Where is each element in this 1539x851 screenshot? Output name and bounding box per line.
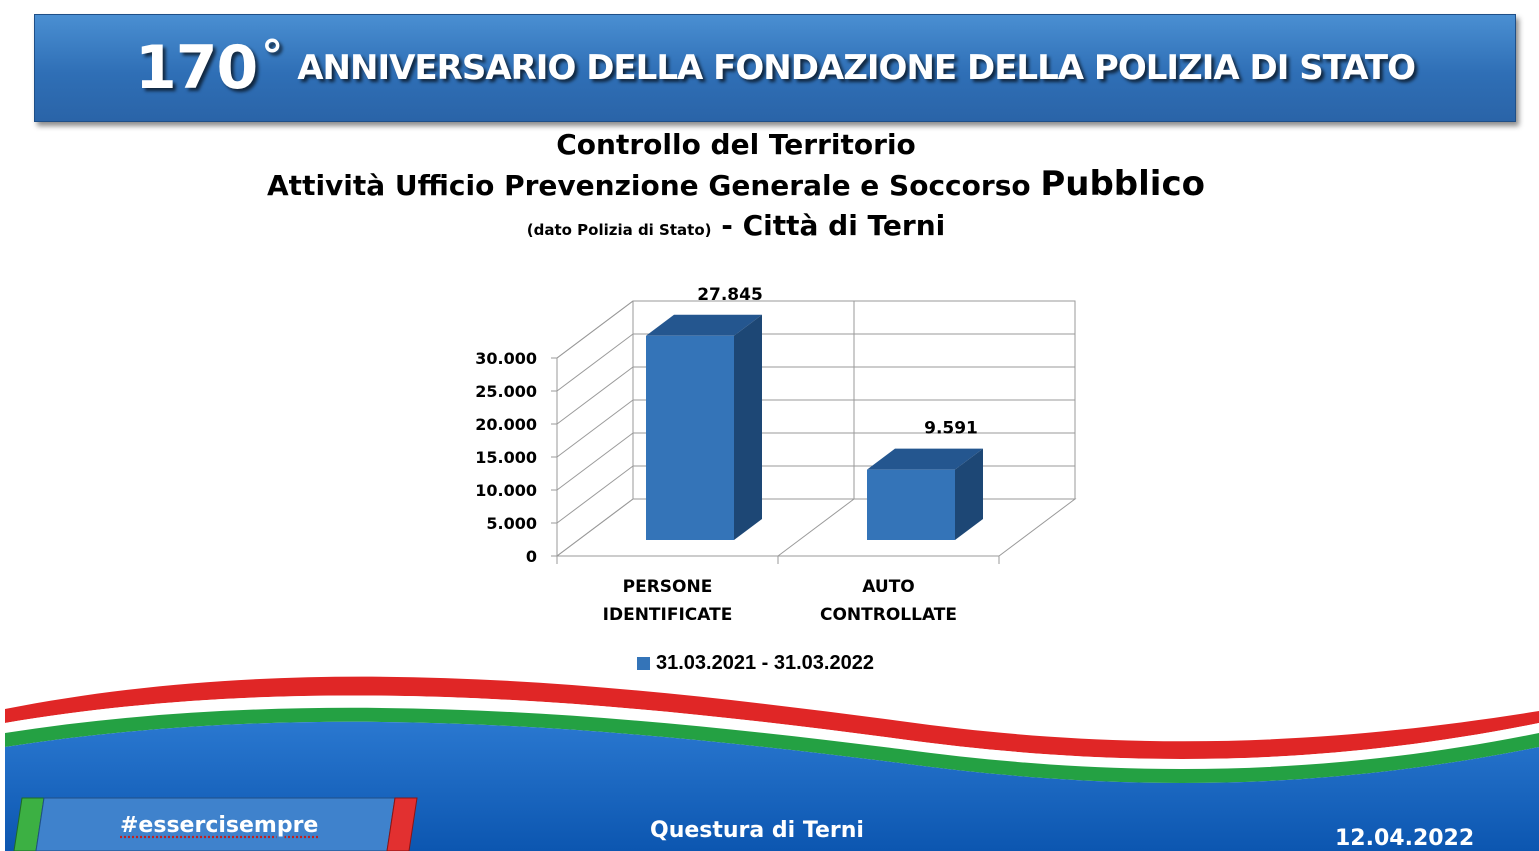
plate-blue: [35, 797, 396, 851]
floor-divider: [777, 498, 855, 557]
y-tick-label: 0: [526, 547, 537, 566]
y-tick-label: 5.000: [486, 514, 537, 533]
chart-legend: 31.03.2021 - 31.03.2022: [637, 652, 874, 675]
bar-front: [867, 469, 955, 540]
side-gridline: [556, 333, 634, 392]
bar-top: [646, 314, 762, 336]
side-gridline: [556, 465, 634, 524]
wave-green-stripe: [5, 707, 1539, 784]
chart-floor: [555, 498, 1077, 557]
bar-top: [867, 448, 983, 470]
wave-red-stripe: [5, 676, 1539, 760]
side-gridline: [556, 432, 634, 491]
plate-green-edge: [13, 797, 45, 851]
category-label: AUTO: [862, 577, 915, 597]
footer-wave: [5, 676, 1539, 851]
data-label: 27.845: [697, 285, 763, 305]
header-banner: 170 ° ANNIVERSARIO DELLA FONDAZIONE DELL…: [34, 14, 1516, 122]
wave-white-stripe: [5, 695, 1539, 770]
y-tick-label: 20.000: [475, 415, 537, 434]
heading-line-1: Controllo del Territorio: [556, 128, 916, 161]
side-gridline: [556, 300, 634, 359]
bar-side: [955, 448, 983, 540]
y-tick-label: 10.000: [475, 481, 537, 500]
legend-swatch: [637, 657, 650, 670]
banner-number: 170: [134, 33, 258, 103]
banner-text: ANNIVERSARIO DELLA FONDAZIONE DELLA POLI…: [297, 48, 1416, 88]
hashtag-label: #essercisempre: [120, 813, 319, 838]
heading-line-2: Attività Ufficio Prevenzione Generale e …: [0, 164, 1472, 206]
data-label: 9.591: [924, 419, 978, 439]
category-label: IDENTIFICATE: [603, 605, 733, 625]
heading-line-2-big: Pubblico: [1040, 164, 1205, 204]
side-gridline: [556, 399, 634, 458]
bar-front: [646, 335, 734, 540]
heading-line-3-main: - Città di Terni: [721, 209, 946, 242]
heading-line-2-main: Attività Ufficio Prevenzione Generale e …: [267, 169, 1031, 202]
category-label: CONTROLLATE: [820, 605, 957, 625]
y-tick-label: 25.000: [475, 382, 537, 401]
date-label: 12.04.2022: [1335, 826, 1475, 851]
category-label: PERSONE: [623, 577, 713, 597]
legend-label: 31.03.2021 - 31.03.2022: [656, 652, 874, 674]
y-tick-label: 30.000: [475, 349, 537, 368]
slide-heading: Controllo del Territorio Attività Uffici…: [0, 126, 1472, 250]
plate-red-edge: [386, 797, 418, 851]
y-tick-label: 15.000: [475, 448, 537, 467]
heading-line-3-small: (dato Polizia di Stato): [526, 221, 712, 239]
side-gridline: [556, 366, 634, 425]
questura-label: Questura di Terni: [650, 818, 864, 843]
heading-line-3: (dato Polizia di Stato) - Città di Terni: [0, 206, 1472, 250]
banner-title: 170 ° ANNIVERSARIO DELLA FONDAZIONE DELL…: [35, 15, 1515, 121]
banner-degree: °: [261, 30, 284, 82]
bar-side: [734, 314, 762, 540]
